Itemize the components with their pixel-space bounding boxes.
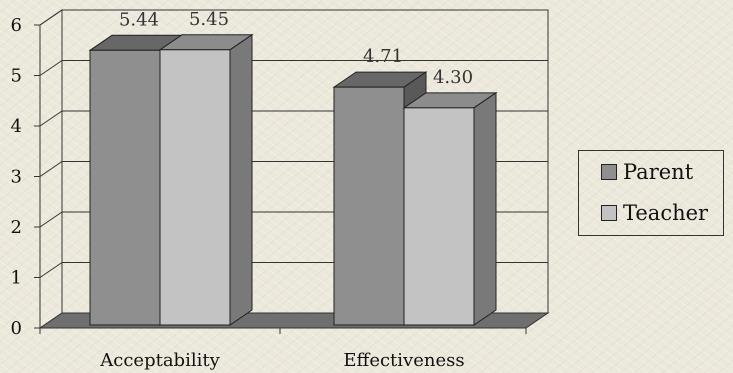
y-tick-label: 1 <box>11 268 22 289</box>
bar-teacher-effectiveness <box>403 107 475 326</box>
data-labels: 5.44 5.45 4.71 4.30 <box>119 9 473 88</box>
y-tick-label: 3 <box>11 167 22 188</box>
bar-teacher-acceptability <box>159 49 231 326</box>
category-labels: Acceptability Effectiveness <box>99 350 464 371</box>
legend-label-teacher: Teacher <box>623 201 709 225</box>
gridline-depth <box>39 161 63 177</box>
data-label: 5.45 <box>189 9 229 30</box>
bars <box>88 33 498 326</box>
y-tick-label: 5 <box>11 66 22 87</box>
data-label: 5.44 <box>119 9 159 30</box>
legend-swatch-parent <box>601 164 617 180</box>
y-tick-label: 2 <box>11 217 22 238</box>
gridline-depth <box>39 60 63 76</box>
category-label-effectiveness: Effectiveness <box>343 350 464 371</box>
bar-parent-acceptability <box>89 49 161 326</box>
legend-label-parent: Parent <box>623 160 694 184</box>
y-tick-label: 0 <box>11 318 22 339</box>
gridline-depth <box>39 110 63 127</box>
bar-parent-effectiveness <box>333 86 405 326</box>
bar-side-teacher-acceptability <box>229 33 253 326</box>
legend-item-teacher: Teacher <box>601 201 708 225</box>
legend-swatch-teacher <box>601 205 617 221</box>
gridline-depth <box>39 262 63 278</box>
y-tick-label: 4 <box>11 116 22 137</box>
y-tick-label: 6 <box>11 15 22 36</box>
legend: Parent Teacher <box>578 150 724 236</box>
y-tick-labels: 0 1 2 3 4 5 6 <box>11 15 22 339</box>
data-label: 4.30 <box>433 67 473 88</box>
bar-side-teacher-effectiveness <box>473 91 497 326</box>
legend-item-parent: Parent <box>601 160 693 184</box>
category-label-acceptability: Acceptability <box>99 350 220 371</box>
gridline-depth <box>39 9 63 26</box>
gridline-depth <box>39 211 63 228</box>
data-label: 4.71 <box>363 46 403 67</box>
